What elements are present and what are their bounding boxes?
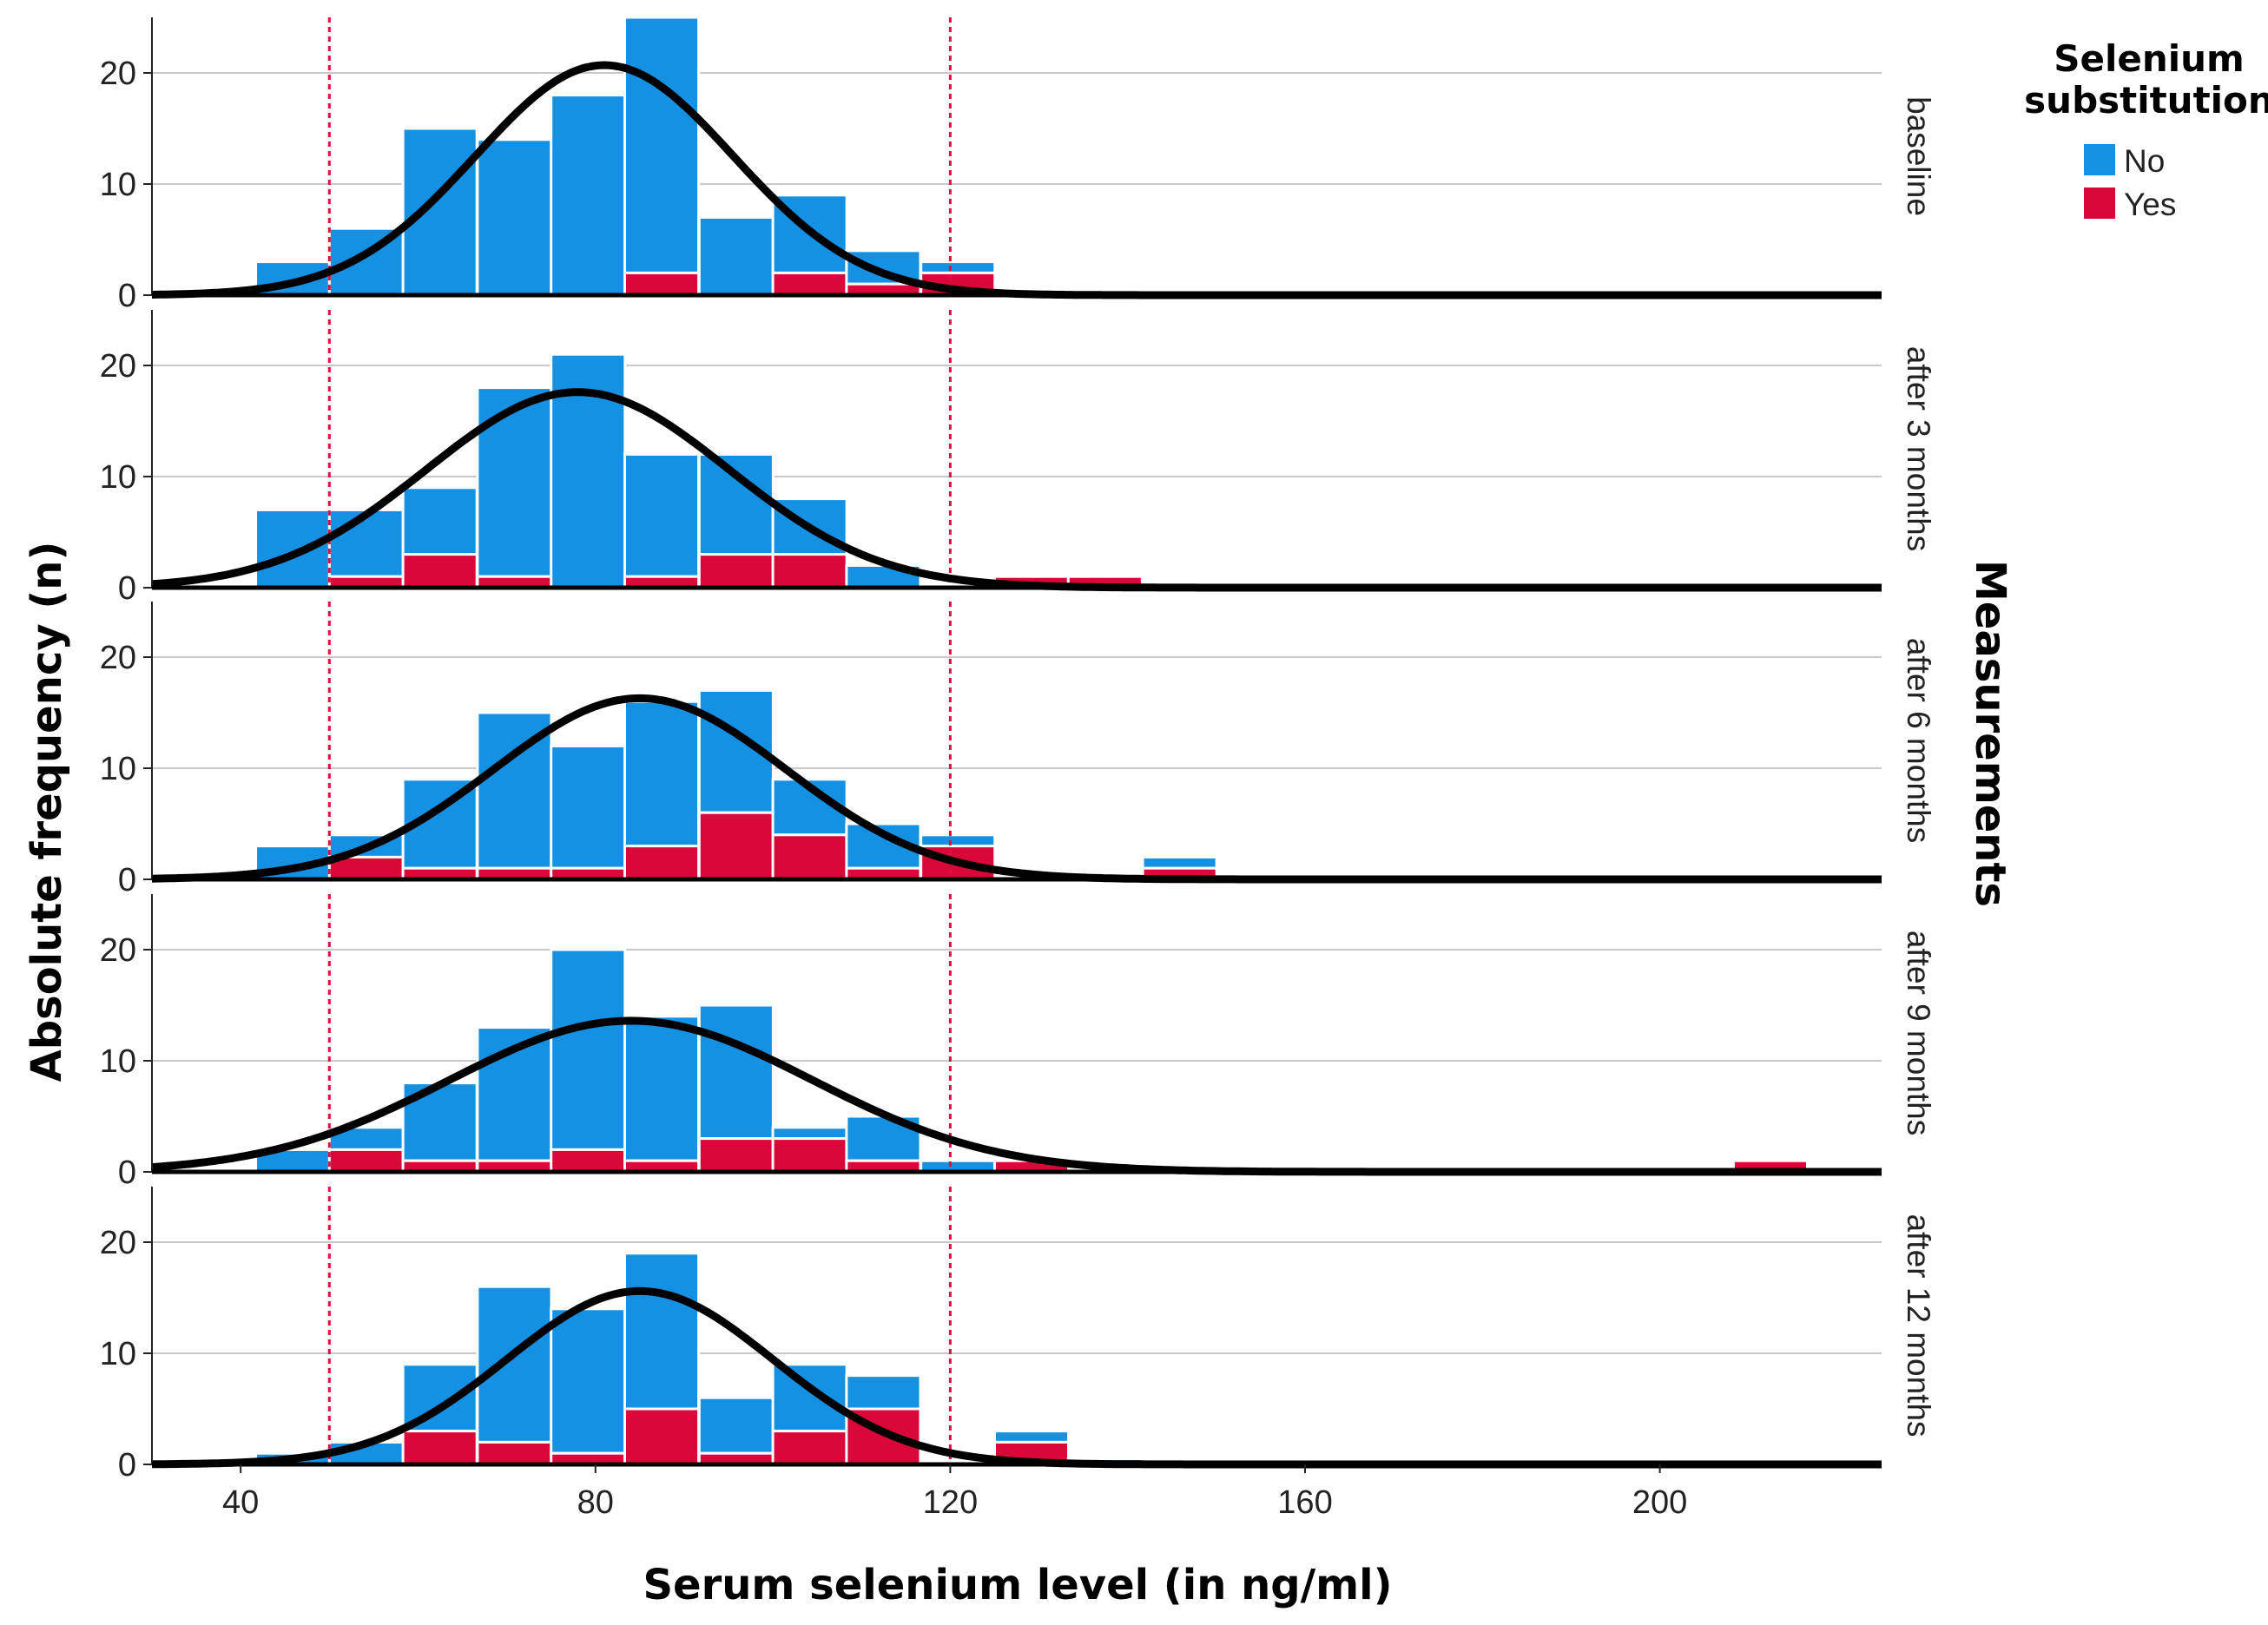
bar-no	[992, 1430, 1071, 1444]
x-axis: 40 80 120 160 200	[222, 1464, 1687, 1521]
facet-panel-4: 0 10 20 after 9 months	[100, 894, 1936, 1191]
bar-no	[327, 508, 405, 578]
bar-yes	[623, 271, 701, 297]
bar-no	[920, 833, 997, 848]
bar-yes	[771, 553, 848, 589]
x-tick-label: 120	[923, 1484, 978, 1521]
bar-no	[623, 1252, 701, 1411]
bar-no	[697, 452, 775, 556]
y-axis-title: Absolute frequency (n)	[23, 542, 71, 1082]
bar-no	[550, 744, 627, 870]
y-tick-label: 0	[118, 570, 136, 607]
facet-axis-title: Measurements	[1966, 560, 2014, 907]
y-tick-label: 20	[100, 1225, 136, 1261]
x-tick-label: 40	[222, 1484, 259, 1521]
legend: Selenium substitution No Yes	[2024, 37, 2268, 222]
bar-no	[476, 386, 553, 578]
x-axis-title: Serum selenium level (in ng/ml)	[643, 1561, 1392, 1609]
bar-no	[476, 1285, 553, 1444]
bar-yes	[401, 1430, 478, 1466]
x-tick-label: 80	[577, 1484, 614, 1521]
bar-yes	[476, 1440, 553, 1466]
legend-title-line1: Selenium	[2054, 37, 2245, 80]
bar-no	[550, 94, 627, 297]
y-tick-label: 10	[100, 1336, 136, 1372]
bar-no	[771, 1363, 848, 1433]
legend-title-line2: substitution	[2024, 79, 2268, 122]
facet-panels: 0 10 20 baseline 0 10 20 after 3 months 0 10 20 aft…	[100, 16, 1936, 1484]
bar-yes	[697, 1137, 775, 1174]
y-tick-label: 10	[100, 167, 136, 203]
bar-yes	[771, 271, 848, 297]
facet-label: after 12 months	[1901, 1214, 1936, 1437]
bar-no	[401, 486, 478, 556]
y-tick-label: 0	[118, 1447, 136, 1484]
bar-yes	[327, 855, 405, 881]
facet-panel-5: 0 10 20 after 12 months	[100, 1187, 1936, 1484]
bar-no	[1141, 855, 1218, 870]
facet-panel-1: 0 10 20 baseline	[100, 16, 1936, 314]
y-tick-label: 0	[118, 862, 136, 898]
bar-no	[845, 1374, 922, 1411]
bar-yes	[697, 553, 775, 589]
bar-yes	[771, 833, 848, 881]
y-tick-label: 0	[118, 278, 136, 314]
bar-no	[623, 1015, 701, 1162]
y-tick-label: 0	[118, 1155, 136, 1191]
y-tick-label: 10	[100, 1043, 136, 1080]
y-tick-label: 20	[100, 932, 136, 969]
facet-label: after 3 months	[1901, 346, 1936, 552]
bar-no	[623, 700, 701, 848]
bar-no	[697, 215, 775, 297]
x-tick-label: 200	[1632, 1484, 1687, 1521]
facet-label: after 9 months	[1901, 931, 1936, 1136]
bar-yes	[623, 1407, 701, 1466]
y-tick-label: 20	[100, 640, 136, 676]
bar-no	[697, 1003, 775, 1141]
bar-yes	[623, 845, 701, 881]
bar-no	[623, 16, 701, 274]
legend-label-yes: Yes	[2124, 187, 2176, 222]
bar-yes	[697, 811, 775, 881]
x-tick-label: 160	[1277, 1484, 1332, 1521]
bar-no	[550, 1307, 627, 1455]
bar-yes	[401, 553, 478, 589]
facet-panel-2: 0 10 20 after 3 months	[100, 310, 1936, 607]
bar-no	[920, 260, 997, 274]
bar-no	[254, 508, 332, 589]
facet-label: after 6 months	[1901, 638, 1936, 844]
bar-yes	[327, 1148, 405, 1174]
y-tick-label: 20	[100, 56, 136, 92]
facet-panel-3: 0 10 20 after 6 months	[100, 602, 1936, 898]
bar-no	[697, 1396, 775, 1455]
facet-label: baseline	[1901, 96, 1936, 216]
y-tick-label: 10	[100, 459, 136, 496]
bar-yes	[771, 1430, 848, 1466]
bar-no	[623, 452, 701, 578]
bar-no	[771, 1126, 848, 1141]
bar-yes	[550, 1148, 627, 1174]
legend-swatch-no	[2084, 144, 2115, 175]
bar-no	[476, 138, 553, 297]
y-tick-label: 20	[100, 348, 136, 385]
legend-swatch-yes	[2084, 188, 2115, 219]
y-tick-label: 10	[100, 751, 136, 787]
bar-no	[401, 127, 478, 297]
bar-yes	[771, 1137, 848, 1174]
legend-label-no: No	[2124, 143, 2165, 179]
bar-no	[550, 948, 627, 1151]
